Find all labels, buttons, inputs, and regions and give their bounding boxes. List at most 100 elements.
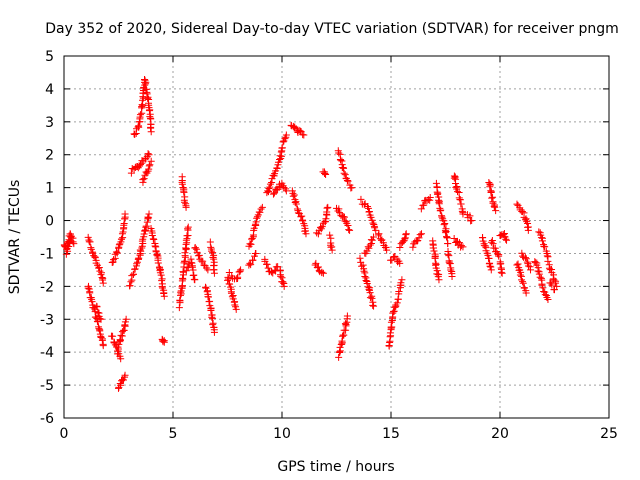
data-point <box>95 264 103 272</box>
data-point <box>387 318 395 326</box>
data-point <box>445 258 453 266</box>
data-point <box>452 183 460 191</box>
data-point <box>142 85 150 93</box>
data-point <box>367 213 375 221</box>
data-point <box>122 315 130 323</box>
data-point <box>133 258 141 266</box>
data-point <box>281 135 289 143</box>
data-point <box>160 338 168 346</box>
data-point <box>518 276 526 284</box>
data-point <box>179 274 187 282</box>
data-point <box>279 278 287 286</box>
data-point <box>522 255 530 263</box>
data-point <box>136 111 144 119</box>
data-point <box>444 240 452 248</box>
data-point <box>118 230 126 238</box>
data-point <box>441 219 449 227</box>
data-point <box>282 187 290 195</box>
data-point <box>527 266 535 274</box>
data-point <box>145 165 153 173</box>
data-point <box>397 279 405 287</box>
data-point <box>502 235 510 243</box>
data-point <box>338 337 346 345</box>
x-tick-labels: 0 5 10 15 20 25 <box>60 426 618 442</box>
data-point <box>253 214 261 222</box>
data-point <box>158 277 166 285</box>
data-point <box>204 266 212 274</box>
data-point <box>459 243 467 251</box>
data-point <box>544 296 552 304</box>
data-point <box>418 230 426 238</box>
y-tick-label: -5 <box>40 378 54 394</box>
data-point <box>328 246 336 254</box>
data-point <box>453 188 461 196</box>
data-point <box>318 223 326 231</box>
data-point <box>457 242 465 250</box>
data-point <box>343 312 351 320</box>
data-point <box>180 259 188 267</box>
data-point <box>520 284 528 292</box>
data-point <box>323 204 331 212</box>
chart-title: Day 352 of 2020, Sidereal Day-to-day VTE… <box>45 21 619 37</box>
data-point <box>487 263 495 271</box>
data-point <box>430 247 438 255</box>
data-point <box>434 189 442 197</box>
data-point <box>195 251 203 259</box>
data-point <box>263 260 271 268</box>
data-point <box>226 280 234 288</box>
data-point <box>538 237 546 245</box>
data-point <box>316 223 324 231</box>
data-point <box>151 242 159 250</box>
data-point <box>114 343 122 351</box>
data-point <box>543 252 551 260</box>
data-point <box>534 267 542 275</box>
data-point <box>252 249 260 257</box>
data-point <box>119 376 127 384</box>
data-point <box>322 215 330 223</box>
data-point <box>522 289 530 297</box>
data-point <box>395 288 403 296</box>
data-point <box>487 266 495 274</box>
data-point <box>322 170 330 178</box>
data-point <box>398 238 406 246</box>
data-point <box>182 236 190 244</box>
data-point <box>365 244 373 252</box>
data-point <box>144 213 152 221</box>
data-point <box>192 245 200 253</box>
data-point <box>232 305 240 313</box>
x-tick-label: 5 <box>169 426 178 442</box>
data-point <box>366 294 374 302</box>
data-point <box>276 152 284 160</box>
data-point <box>131 130 139 138</box>
data-point <box>247 240 255 248</box>
data-point <box>398 276 406 284</box>
data-point <box>383 246 391 254</box>
data-point <box>492 207 500 215</box>
data-point <box>538 280 546 288</box>
data-point <box>181 249 189 257</box>
data-point <box>129 270 137 278</box>
data-point <box>117 331 125 339</box>
data-point <box>344 177 352 185</box>
data-point <box>289 192 297 200</box>
data-point <box>97 315 105 323</box>
data-point <box>341 171 349 179</box>
data-point <box>393 299 401 307</box>
y-axis-label: SDTVAR / TECUs <box>7 180 23 295</box>
data-point <box>116 337 124 345</box>
data-point <box>479 234 487 242</box>
data-point <box>182 203 190 211</box>
y-tick-label: -2 <box>40 279 54 295</box>
data-point <box>551 286 558 294</box>
data-point <box>484 251 492 259</box>
data-point <box>300 131 308 139</box>
data-point <box>434 273 442 281</box>
data-point <box>159 338 167 346</box>
data-point <box>489 199 497 207</box>
data-point <box>231 301 239 309</box>
data-point <box>298 212 306 220</box>
data-point <box>96 267 104 275</box>
data-point <box>184 225 192 233</box>
data-point <box>336 343 344 351</box>
data-point <box>201 283 209 291</box>
